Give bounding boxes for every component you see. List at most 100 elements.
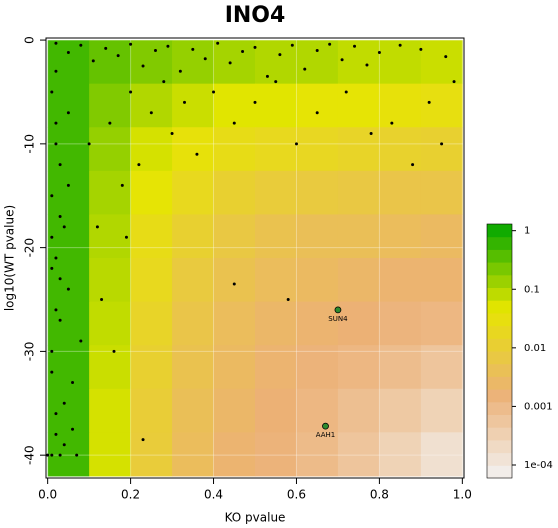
y-tick-label: -30 <box>23 342 37 362</box>
data-point <box>369 131 373 135</box>
y-tick-label: -40 <box>23 445 37 465</box>
plot-frame <box>45 37 465 479</box>
x-tick-label: 0.8 <box>370 488 389 502</box>
heatmap-cell <box>172 127 215 172</box>
heatmap-cell <box>130 388 173 433</box>
heatmap-cell <box>172 83 215 128</box>
heatmap-cell <box>337 83 380 128</box>
x-tick-label: 0.4 <box>204 488 223 502</box>
highlight-label: AAH1 <box>316 431 336 439</box>
heatmap-cell <box>255 345 297 390</box>
heatmap-cell <box>255 170 297 215</box>
data-point <box>191 47 195 51</box>
data-point <box>54 412 58 416</box>
data-point <box>340 58 344 62</box>
heatmap-cell <box>337 40 380 85</box>
heatmap-cell <box>296 40 339 85</box>
data-point <box>141 64 145 68</box>
colorbar-frame <box>486 223 513 479</box>
heatmap-cell <box>172 345 215 390</box>
heatmap-cell <box>420 258 463 303</box>
colorbar-band <box>487 401 512 415</box>
highlight-point <box>334 306 342 314</box>
colorbar-band <box>487 439 512 454</box>
heatmap-cell <box>420 301 463 346</box>
data-point <box>54 69 58 73</box>
colorbar-band <box>487 287 512 301</box>
data-point <box>440 142 444 146</box>
data-point <box>141 438 145 442</box>
heatmap-cell <box>255 127 297 172</box>
heatmap-cell <box>255 432 297 477</box>
data-point <box>129 42 133 46</box>
data-point <box>58 163 62 167</box>
heatmap-cell <box>420 345 463 390</box>
x-tick-label: 0.6 <box>287 488 306 502</box>
heatmap-cell <box>89 388 132 433</box>
data-point <box>50 453 54 457</box>
heatmap-cell <box>89 170 132 215</box>
data-point <box>253 100 257 104</box>
heatmap-cell <box>379 214 422 259</box>
data-point <box>286 298 290 302</box>
heatmap-cell <box>130 345 173 390</box>
highlight-point <box>322 422 329 430</box>
data-point <box>166 44 170 48</box>
colorbar-band <box>487 351 512 365</box>
data-point <box>353 44 357 48</box>
heatmap-cell <box>379 345 422 390</box>
data-point <box>162 80 166 84</box>
heatmap-cell <box>130 432 173 477</box>
heatmap-cell <box>47 388 90 433</box>
heatmap-cell <box>420 170 463 215</box>
colorbar-band <box>487 414 512 428</box>
heatmap-cell <box>255 388 297 433</box>
heatmap-cell <box>172 388 215 433</box>
heatmap-cell <box>337 345 380 390</box>
data-point <box>50 370 54 374</box>
data-point <box>419 47 423 51</box>
heatmap-cell <box>47 170 90 215</box>
heatmap-cell <box>172 301 215 346</box>
data-point <box>50 90 54 94</box>
heatmap-cell <box>213 127 256 172</box>
heatmap-cell <box>213 432 256 477</box>
heatmap-cell <box>213 345 256 390</box>
data-point <box>54 432 58 436</box>
data-point <box>411 163 415 167</box>
heatmap-cell <box>379 83 422 128</box>
data-point <box>452 80 456 84</box>
x-tick-label: 1.0 <box>453 488 472 502</box>
data-point <box>95 225 99 229</box>
heatmap-cell <box>213 301 256 346</box>
data-point <box>328 42 332 46</box>
data-point <box>427 100 431 104</box>
heatmap-cell <box>89 301 132 346</box>
heatmap-cell <box>379 432 422 477</box>
heatmap-cell <box>296 432 339 477</box>
y-tick-label: 0 <box>23 36 37 44</box>
data-point <box>75 453 79 457</box>
heatmap-cell <box>337 388 380 433</box>
data-point <box>274 80 278 84</box>
heatmap-cell <box>379 127 422 172</box>
heatmap-cell <box>420 432 463 477</box>
data-point <box>50 194 54 198</box>
data-point <box>71 427 75 431</box>
data-point <box>344 90 348 94</box>
data-point <box>54 308 58 312</box>
colorbar-band <box>487 465 512 479</box>
heatmap-cell <box>213 214 256 259</box>
heatmap-cell <box>47 432 90 477</box>
heatmap-cell <box>172 214 215 259</box>
heatmap-cell <box>337 127 380 172</box>
x-tick-label: 0.2 <box>121 488 140 502</box>
heatmap-cell <box>130 127 173 172</box>
data-point <box>170 131 174 135</box>
colorbar-band <box>487 363 512 377</box>
heatmap-cell <box>420 388 463 433</box>
data-point <box>50 349 54 353</box>
data-point <box>203 57 207 61</box>
x-axis-label: KO pvalue <box>225 511 286 525</box>
